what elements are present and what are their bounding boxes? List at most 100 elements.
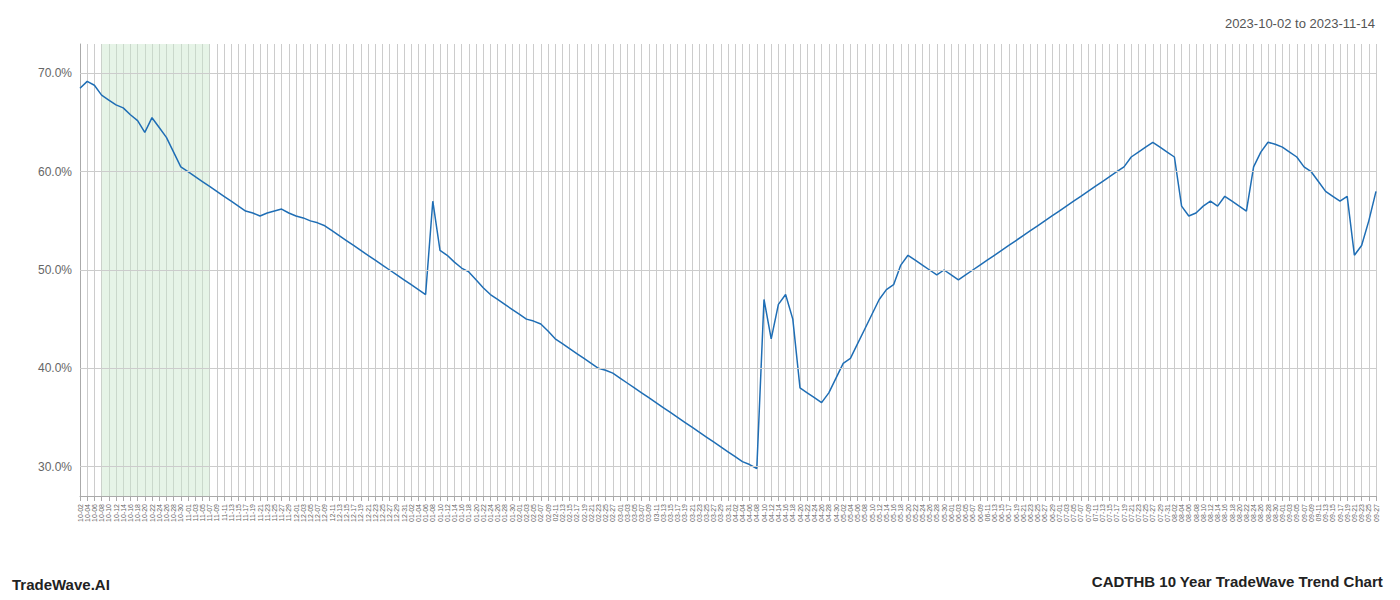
svg-text:07-17: 07-17 — [1113, 504, 1120, 522]
svg-text:09-03: 09-03 — [1286, 504, 1293, 522]
svg-text:07-31: 07-31 — [1164, 504, 1171, 522]
svg-text:03-11: 03-11 — [653, 504, 660, 521]
svg-text:01-26: 01-26 — [494, 504, 501, 522]
svg-text:08-12: 08-12 — [1207, 504, 1214, 522]
svg-text:06-21: 06-21 — [1020, 504, 1027, 522]
svg-text:12-25: 12-25 — [379, 504, 386, 522]
svg-text:07-21: 07-21 — [1128, 504, 1135, 522]
svg-text:04-06: 04-06 — [746, 504, 753, 522]
svg-text:08-10: 08-10 — [1200, 504, 1207, 522]
svg-text:04-16: 04-16 — [782, 504, 789, 522]
svg-text:09-11: 09-11 — [1315, 504, 1322, 521]
svg-text:03-13: 03-13 — [660, 504, 667, 522]
svg-text:12-01: 12-01 — [293, 504, 300, 522]
svg-text:02-19: 02-19 — [581, 504, 588, 522]
svg-text:05-04: 05-04 — [847, 504, 854, 522]
svg-text:10-18: 10-18 — [134, 504, 141, 522]
svg-text:07-01: 07-01 — [1056, 504, 1063, 522]
svg-text:11-15: 11-15 — [235, 504, 242, 521]
svg-text:06-11: 06-11 — [984, 504, 991, 521]
svg-text:11-29: 11-29 — [285, 504, 292, 521]
svg-text:04-12: 04-12 — [768, 504, 775, 522]
svg-text:09-01: 09-01 — [1279, 504, 1286, 522]
svg-text:TradeWave.AI: TradeWave.AI — [12, 576, 110, 593]
svg-text:06-01: 06-01 — [948, 504, 955, 522]
svg-text:12-29: 12-29 — [393, 504, 400, 522]
svg-text:08-20: 08-20 — [1236, 504, 1243, 522]
svg-text:12-23: 12-23 — [372, 504, 379, 522]
svg-text:01-06: 01-06 — [422, 504, 429, 522]
svg-text:12-07: 12-07 — [314, 504, 321, 522]
svg-text:02-15: 02-15 — [566, 504, 573, 522]
svg-text:06-19: 06-19 — [1013, 504, 1020, 522]
svg-text:01-04: 01-04 — [415, 504, 422, 522]
svg-text:06-03: 06-03 — [955, 504, 962, 522]
svg-text:08-28: 08-28 — [1265, 504, 1272, 522]
svg-text:01-20: 01-20 — [473, 504, 480, 522]
svg-text:2023-10-02 to 2023-11-14: 2023-10-02 to 2023-11-14 — [1225, 16, 1375, 31]
svg-text:50.0%: 50.0% — [38, 263, 72, 277]
svg-text:04-24: 04-24 — [811, 504, 818, 522]
svg-text:06-23: 06-23 — [1027, 504, 1034, 522]
svg-text:04-10: 04-10 — [761, 504, 768, 522]
svg-text:01-22: 01-22 — [480, 504, 487, 522]
svg-text:10-26: 10-26 — [163, 504, 170, 522]
svg-text:05-28: 05-28 — [933, 504, 940, 522]
svg-text:03-31: 03-31 — [725, 504, 732, 522]
svg-text:05-18: 05-18 — [897, 504, 904, 522]
svg-text:08-08: 08-08 — [1193, 504, 1200, 522]
svg-text:08-06: 08-06 — [1185, 504, 1192, 522]
svg-text:07-05: 07-05 — [1070, 504, 1077, 522]
svg-text:05-30: 05-30 — [941, 504, 948, 522]
svg-text:05-14: 05-14 — [883, 504, 890, 522]
svg-text:11-07: 11-07 — [206, 504, 213, 521]
svg-text:09-23: 09-23 — [1358, 504, 1365, 522]
svg-text:08-26: 08-26 — [1257, 504, 1264, 522]
svg-text:05-02: 05-02 — [840, 504, 847, 522]
svg-text:01-18: 01-18 — [465, 504, 472, 522]
svg-text:09-17: 09-17 — [1337, 504, 1344, 522]
svg-text:12-03: 12-03 — [300, 504, 307, 522]
svg-text:08-30: 08-30 — [1272, 504, 1279, 522]
svg-text:05-20: 05-20 — [905, 504, 912, 522]
svg-text:11-27: 11-27 — [278, 504, 285, 521]
svg-text:01-30: 01-30 — [509, 504, 516, 522]
svg-text:09-07: 09-07 — [1301, 504, 1308, 522]
svg-text:01-14: 01-14 — [451, 504, 458, 522]
svg-text:CADTHB 10 Year TradeWave Trend: CADTHB 10 Year TradeWave Trend Chart — [1092, 573, 1383, 590]
svg-text:02-27: 02-27 — [609, 504, 616, 522]
svg-text:02-05: 02-05 — [530, 504, 537, 522]
svg-text:02-23: 02-23 — [595, 504, 602, 522]
svg-text:08-04: 08-04 — [1178, 504, 1185, 522]
svg-text:01-08: 01-08 — [429, 504, 436, 522]
svg-text:07-11: 07-11 — [1092, 504, 1099, 521]
svg-text:05-24: 05-24 — [919, 504, 926, 522]
svg-text:03-03: 03-03 — [624, 504, 631, 522]
svg-text:09-25: 09-25 — [1365, 504, 1372, 522]
svg-text:07-15: 07-15 — [1106, 504, 1113, 522]
svg-text:12-11: 12-11 — [329, 504, 336, 521]
svg-text:11-09: 11-09 — [213, 504, 220, 521]
svg-text:10-20: 10-20 — [141, 504, 148, 522]
svg-text:04-22: 04-22 — [804, 504, 811, 522]
svg-text:03-19: 03-19 — [681, 504, 688, 522]
svg-text:12-27: 12-27 — [386, 504, 393, 522]
svg-text:11-11: 11-11 — [221, 504, 228, 521]
svg-text:10-16: 10-16 — [127, 504, 134, 522]
svg-text:10-24: 10-24 — [156, 504, 163, 522]
svg-text:10-28: 10-28 — [170, 504, 177, 522]
svg-text:07-09: 07-09 — [1085, 504, 1092, 522]
svg-text:06-27: 06-27 — [1041, 504, 1048, 522]
svg-text:10-14: 10-14 — [120, 504, 127, 522]
svg-text:07-19: 07-19 — [1121, 504, 1128, 522]
svg-text:12-21: 12-21 — [365, 504, 372, 522]
svg-text:09-09: 09-09 — [1308, 504, 1315, 522]
svg-text:01-10: 01-10 — [437, 504, 444, 522]
svg-text:10-12: 10-12 — [113, 504, 120, 522]
svg-text:02-09: 02-09 — [545, 504, 552, 522]
svg-text:03-17: 03-17 — [674, 504, 681, 522]
svg-text:05-22: 05-22 — [912, 504, 919, 522]
svg-text:10-22: 10-22 — [149, 504, 156, 522]
svg-text:03-21: 03-21 — [689, 504, 696, 522]
svg-text:11-05: 11-05 — [199, 504, 206, 521]
